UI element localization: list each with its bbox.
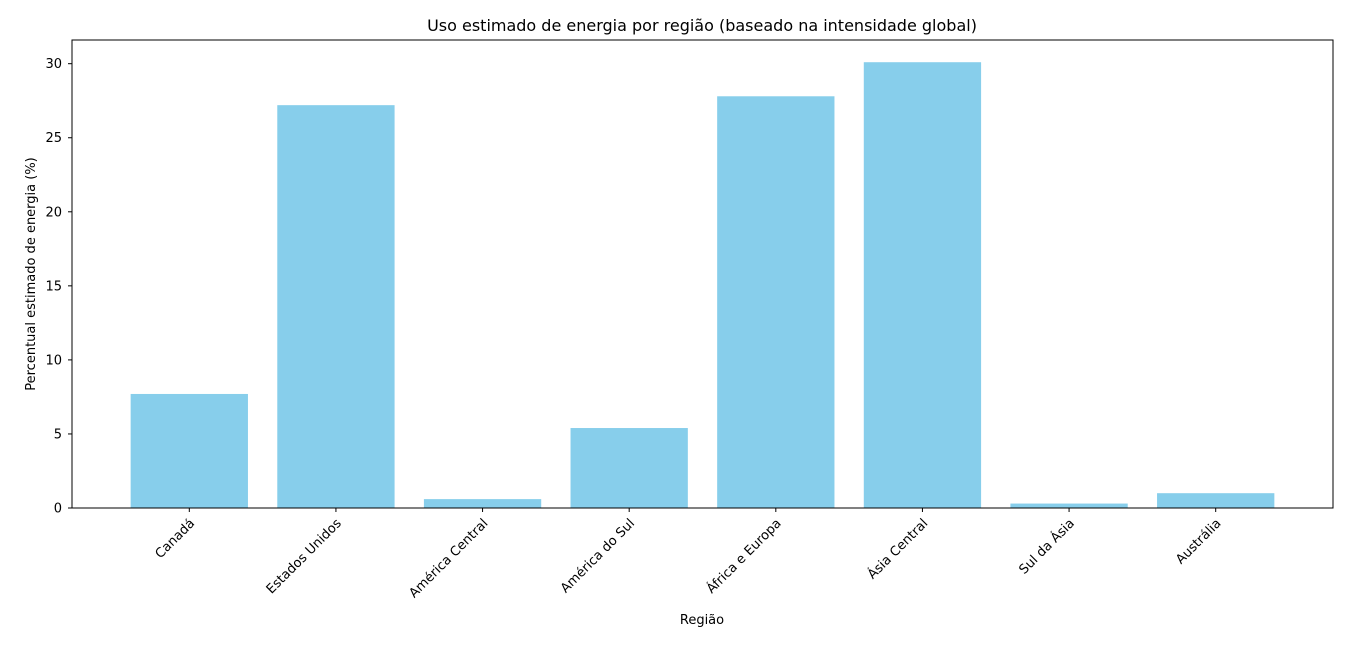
plot-frame xyxy=(71,39,1334,509)
x-axis-label: Região xyxy=(680,613,724,628)
x-tick-label: América Central xyxy=(406,516,491,601)
y-tick-label: 5 xyxy=(54,427,62,442)
chart-title: Uso estimado de energia por região (base… xyxy=(427,16,977,35)
bars-layer xyxy=(130,62,1275,509)
x-axis-ticks: Canadá Estados Unidos América Central Améri… xyxy=(153,508,1225,601)
x-tick-label: Sul da Ásia xyxy=(1016,516,1078,578)
bar-australia xyxy=(1157,493,1275,508)
x-tick-label: Canadá xyxy=(153,516,199,562)
bar-america-do-sul xyxy=(570,428,688,508)
bar-estados-unidos xyxy=(277,105,395,509)
y-tick-label: 20 xyxy=(45,205,62,220)
y-tick-label: 25 xyxy=(45,131,62,146)
x-tick-label: Ásia Central xyxy=(864,516,931,583)
x-tick-label: Estados Unidos xyxy=(264,516,345,597)
y-tick-label: 0 xyxy=(54,502,62,517)
bar-canada xyxy=(130,393,248,508)
y-tick-label: 30 xyxy=(45,57,62,72)
y-axis-label: Percentual estimado de energia (%) xyxy=(24,157,39,391)
y-tick-label: 15 xyxy=(45,279,62,294)
y-tick-label: 10 xyxy=(45,353,62,368)
x-tick-label: Austrália xyxy=(1173,516,1224,567)
bar-asia-central xyxy=(863,62,982,509)
bar-sul-da-asia xyxy=(1010,503,1128,508)
bar-africa-e-europa xyxy=(717,96,835,509)
y-axis-ticks: 0 5 10 15 20 25 30 xyxy=(45,57,72,517)
x-tick-label: África e Europa xyxy=(703,516,784,597)
bar-america-central xyxy=(423,499,542,508)
x-tick-label: América do Sul xyxy=(558,516,638,596)
